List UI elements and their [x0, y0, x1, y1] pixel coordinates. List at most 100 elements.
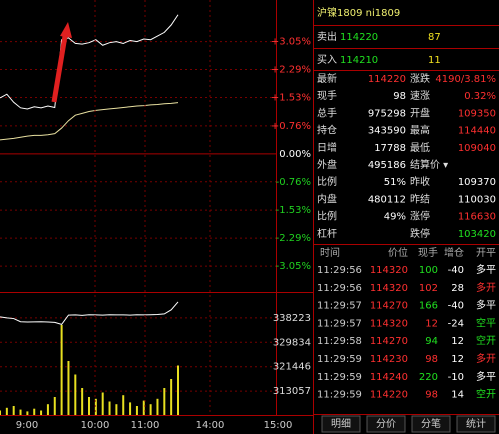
tab-label[interactable]: 分价 [376, 418, 396, 430]
trade-cell: 114320 [370, 283, 408, 294]
trade-cell: 空开 [476, 388, 496, 401]
y-tick-label: 338223 [273, 313, 311, 324]
y-tick-label: 329834 [273, 337, 311, 348]
tab-label[interactable]: 分笔 [421, 417, 441, 430]
tab[interactable] [321, 415, 361, 433]
trade-header: 价位 [388, 246, 408, 259]
stat-value: 495186 [368, 160, 406, 171]
stat-label: 内盘 [317, 192, 337, 205]
stat-label: 速涨 [410, 90, 430, 102]
trade-cell: 12 [451, 336, 464, 347]
volume-bar [129, 402, 132, 415]
tab[interactable] [456, 415, 496, 433]
trade-cell: 114270 [370, 301, 408, 312]
stat-value: 0.32% [464, 91, 496, 102]
instrument-title: 沪镍1809 ni1809 [317, 6, 400, 19]
volume-bar [115, 404, 118, 415]
stat-value: 103420 [458, 229, 496, 240]
volume-bar [122, 395, 125, 415]
trade-cell: 多平 [476, 370, 496, 383]
trade-cell: 11:29:59 [317, 390, 362, 401]
trade-header: 现手 [418, 246, 438, 259]
stat-label: 比例 [317, 175, 337, 188]
annotation-arrow [51, 22, 72, 103]
y-tick-label: 0.00% [279, 149, 311, 160]
trade-cell: 98 [425, 354, 438, 365]
volume-bar [177, 365, 179, 415]
volume-bar [170, 379, 173, 415]
stat-value: 480112 [368, 194, 406, 205]
trade-cell: 220 [419, 372, 438, 383]
stat-label: 杠杆 [317, 227, 337, 240]
volume-bar [88, 397, 90, 415]
stat-label: 涨停 [410, 210, 430, 223]
stat-label: 最新 [317, 72, 337, 85]
tab[interactable] [366, 415, 406, 433]
stat-label: 持仓 [317, 124, 337, 137]
volume-bar [33, 408, 36, 415]
stat-value: 975298 [368, 108, 406, 119]
tab-label[interactable]: 明细 [331, 417, 351, 430]
y-tick-label: -1.53% [276, 205, 311, 216]
stat-label: 外盘 [317, 158, 337, 171]
arrow-head [60, 22, 72, 38]
trade-cell: 多开 [476, 281, 496, 294]
bid-volume: 11 [428, 55, 441, 66]
stat-value: 98 [393, 91, 406, 102]
trade-cell: 多开 [476, 352, 496, 365]
y-tick-label: 321446 [273, 362, 311, 373]
ask-volume: 87 [428, 32, 441, 43]
volume-bar [94, 398, 97, 415]
volume-bar [0, 410, 1, 415]
price-line [0, 14, 179, 110]
ask-price: 114220 [340, 32, 378, 43]
volume-bar [40, 410, 43, 415]
stat-value: 114220 [368, 74, 406, 85]
trade-cell: 11:29:57 [317, 318, 362, 329]
y-tick-label: -3.05% [276, 261, 311, 272]
stat-value: 17788 [374, 143, 406, 154]
stat-label: 现手 [317, 89, 337, 102]
x-tick-label: 15:00 [264, 420, 293, 431]
stat-label: 最低 [410, 141, 430, 154]
stat-value: 51% [384, 177, 406, 188]
volume-bar [149, 404, 152, 415]
stat-label: 比例 [317, 210, 337, 223]
trade-cell: 28 [451, 283, 464, 294]
stat-label: 昨收 [410, 175, 430, 188]
ask-label: 卖出 [317, 30, 337, 43]
trade-cell: 多平 [476, 263, 496, 276]
trade-cell: 114270 [370, 336, 408, 347]
trade-cell: -10 [448, 372, 464, 383]
open-interest-line [0, 301, 179, 325]
trade-cell: 94 [425, 336, 438, 347]
y-tick-label: -2.29% [276, 233, 311, 244]
x-tick-label: 11:00 [131, 420, 160, 431]
tab[interactable] [411, 415, 451, 433]
trade-cell: -40 [448, 301, 464, 312]
volume-bar [74, 374, 77, 415]
stat-label: 涨跌 [410, 72, 430, 85]
volume-bar [60, 325, 63, 415]
stat-value: 49% [384, 212, 406, 223]
bid-label: 买入 [317, 54, 337, 66]
volume-bar [156, 398, 159, 415]
trade-cell: 12 [425, 318, 438, 329]
y-tick-label: +2.29% [271, 65, 311, 76]
volume-bar [12, 406, 15, 415]
trade-header: 增仓 [444, 246, 464, 259]
trade-cell: 12 [451, 354, 464, 365]
trade-cell: 11:29:56 [317, 265, 362, 276]
volume-bar [142, 400, 145, 415]
stat-value: 109350 [458, 108, 496, 119]
stat-value: 110030 [458, 194, 496, 205]
tab-label[interactable]: 统计 [466, 417, 486, 430]
chart-area: +3.05% +2.29% +1.53% +0.76% 0.00% -0.76% -1.53… [0, 0, 311, 431]
trade-cell: 11:29:56 [317, 283, 362, 294]
trade-cell: -24 [448, 318, 464, 329]
volume-bar [101, 392, 104, 415]
trade-header: 时间 [320, 246, 340, 259]
